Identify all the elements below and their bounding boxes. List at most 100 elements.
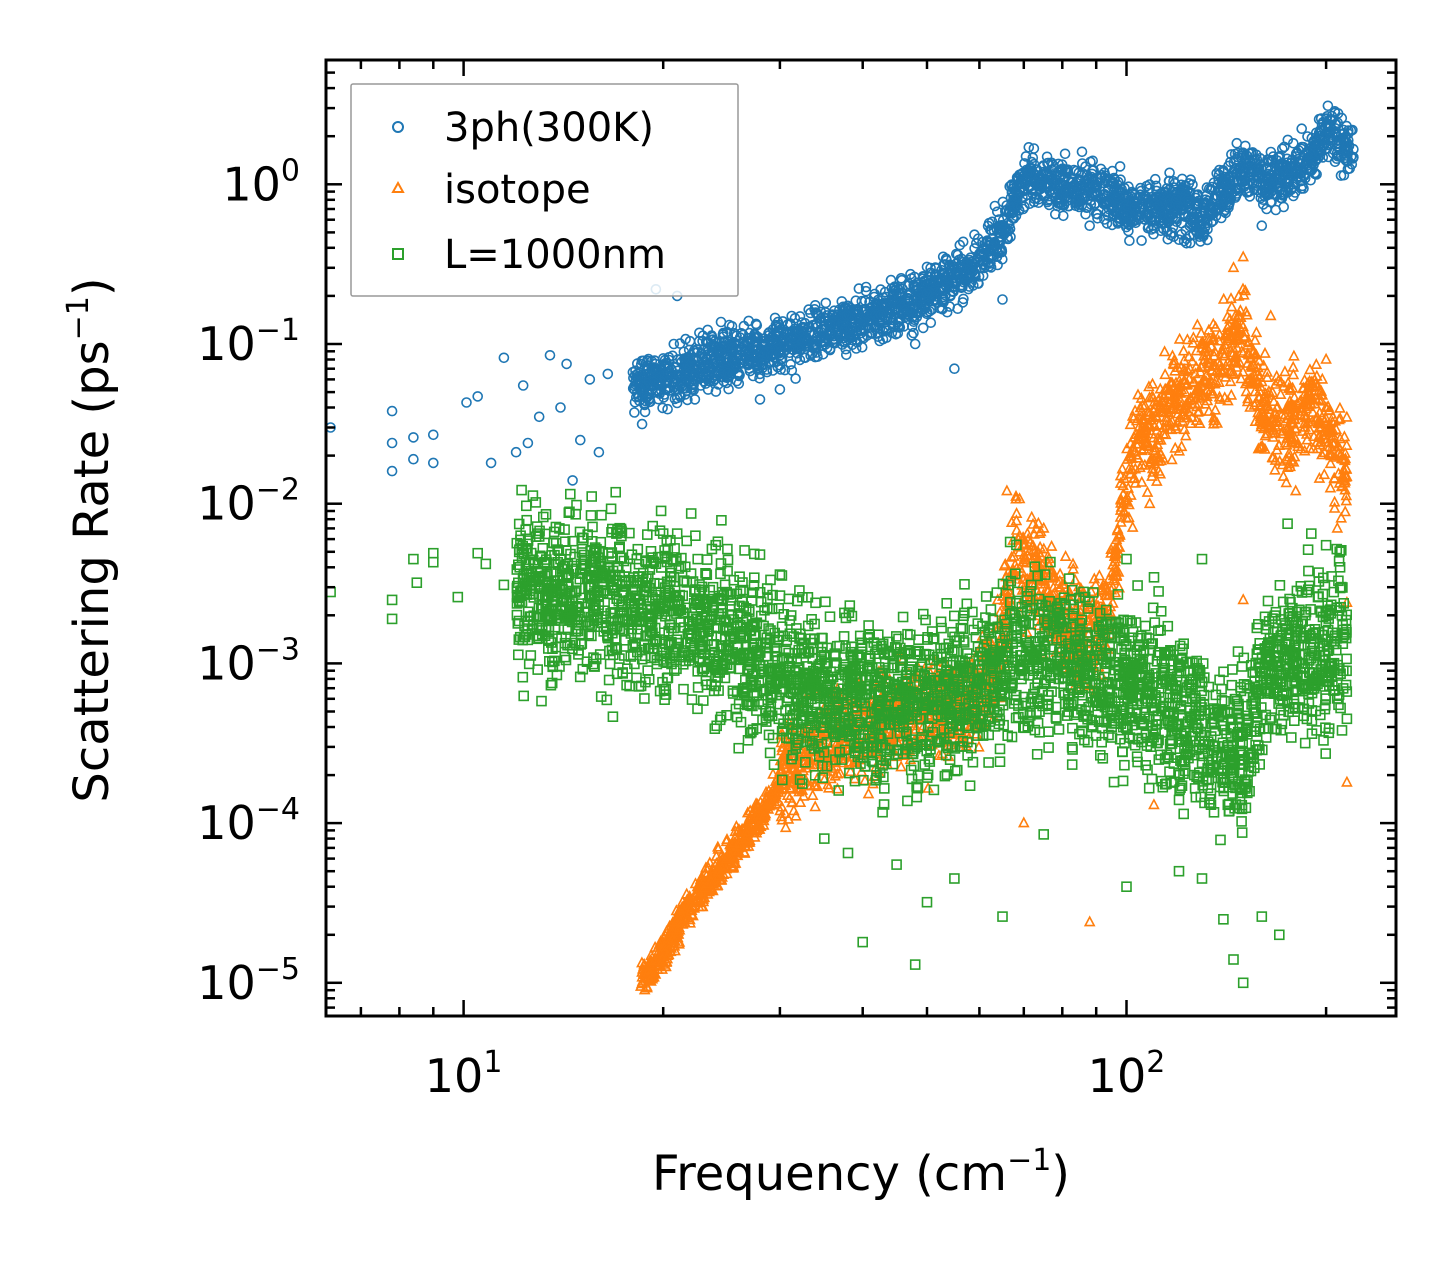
data-point xyxy=(567,475,578,486)
data-point xyxy=(761,364,773,375)
data-point xyxy=(1340,410,1353,422)
data-point xyxy=(1023,142,1035,153)
data-point xyxy=(978,259,989,271)
data-point xyxy=(1129,202,1140,214)
data-point xyxy=(1198,231,1209,242)
data-point xyxy=(1164,167,1175,179)
data-point xyxy=(786,365,798,376)
data-point xyxy=(727,342,739,354)
data-point xyxy=(1060,185,1072,197)
data-point xyxy=(1267,394,1280,407)
data-point xyxy=(1115,174,1126,185)
data-point xyxy=(1262,171,1273,183)
data-point xyxy=(884,304,896,316)
data-point xyxy=(1327,147,1339,159)
data-point xyxy=(647,362,659,374)
data-point xyxy=(674,338,686,349)
data-point xyxy=(1141,180,1152,192)
data-point xyxy=(472,391,484,402)
data-point xyxy=(853,283,865,294)
data-point xyxy=(1044,179,1056,191)
data-point xyxy=(635,358,647,370)
data-point xyxy=(937,294,949,305)
data-point xyxy=(1342,155,1354,166)
data-point xyxy=(1076,146,1088,158)
data-point xyxy=(893,313,905,324)
data-point xyxy=(1060,190,1072,202)
data-point xyxy=(1103,196,1115,208)
data-point xyxy=(668,376,680,387)
data-point xyxy=(1286,183,1297,194)
data-point xyxy=(715,368,727,380)
data-point xyxy=(1105,542,1117,555)
data-point xyxy=(820,307,831,318)
data-point xyxy=(498,352,510,364)
data-point xyxy=(1275,159,1287,171)
data-point xyxy=(1295,158,1306,170)
data-point xyxy=(710,386,722,397)
data-point xyxy=(770,334,782,346)
data-point xyxy=(978,256,989,267)
data-point xyxy=(1193,212,1204,223)
data-point xyxy=(1113,187,1125,198)
data-point xyxy=(1187,179,1198,190)
data-point xyxy=(1150,202,1161,214)
data-point xyxy=(1287,368,1300,380)
data-point xyxy=(1333,138,1345,150)
data-point xyxy=(427,429,439,441)
data-point xyxy=(1251,164,1262,175)
data-point xyxy=(1307,149,1318,160)
data-point xyxy=(763,329,775,341)
data-point xyxy=(958,293,969,305)
data-point xyxy=(1343,128,1354,139)
data-point xyxy=(678,353,690,364)
data-point xyxy=(840,343,852,355)
data-point xyxy=(1057,175,1069,186)
data-point xyxy=(1228,157,1240,168)
data-point xyxy=(1293,153,1304,165)
data-point xyxy=(1314,133,1325,144)
data-point xyxy=(895,314,906,326)
data-point xyxy=(797,326,809,338)
data-point xyxy=(544,349,556,361)
data-point xyxy=(1170,194,1182,205)
data-point xyxy=(827,316,839,328)
data-point xyxy=(1244,191,1256,202)
data-point xyxy=(743,332,755,344)
data-point xyxy=(1059,148,1071,160)
data-point xyxy=(698,375,710,387)
data-point xyxy=(1020,151,1032,162)
data-point xyxy=(1173,234,1185,245)
data-point xyxy=(1026,156,1037,168)
data-point xyxy=(1139,210,1151,221)
data-point xyxy=(738,320,750,332)
data-point xyxy=(1126,409,1139,421)
data-point xyxy=(1335,170,1347,181)
data-point xyxy=(1269,463,1281,475)
data-point xyxy=(1256,163,1267,174)
data-point xyxy=(386,465,398,477)
data-point xyxy=(533,411,545,423)
data-point xyxy=(925,317,937,329)
data-point xyxy=(1041,151,1053,163)
data-point xyxy=(1274,387,1287,400)
data-point xyxy=(1328,501,1341,513)
data-point xyxy=(851,324,863,336)
data-point xyxy=(790,373,801,384)
data-point xyxy=(817,330,829,341)
data-point xyxy=(1129,197,1140,208)
data-point xyxy=(754,346,766,358)
data-point xyxy=(870,309,881,321)
data-point xyxy=(1120,216,1132,228)
data-point xyxy=(1061,195,1073,207)
data-point xyxy=(1014,178,1026,190)
data-point xyxy=(967,266,979,277)
data-point xyxy=(1195,326,1208,338)
data-point xyxy=(751,344,763,356)
data-point xyxy=(1137,192,1148,203)
data-point xyxy=(1042,194,1054,206)
data-point xyxy=(848,331,860,342)
data-point xyxy=(855,312,867,324)
data-point xyxy=(899,299,910,311)
data-point xyxy=(787,804,800,816)
